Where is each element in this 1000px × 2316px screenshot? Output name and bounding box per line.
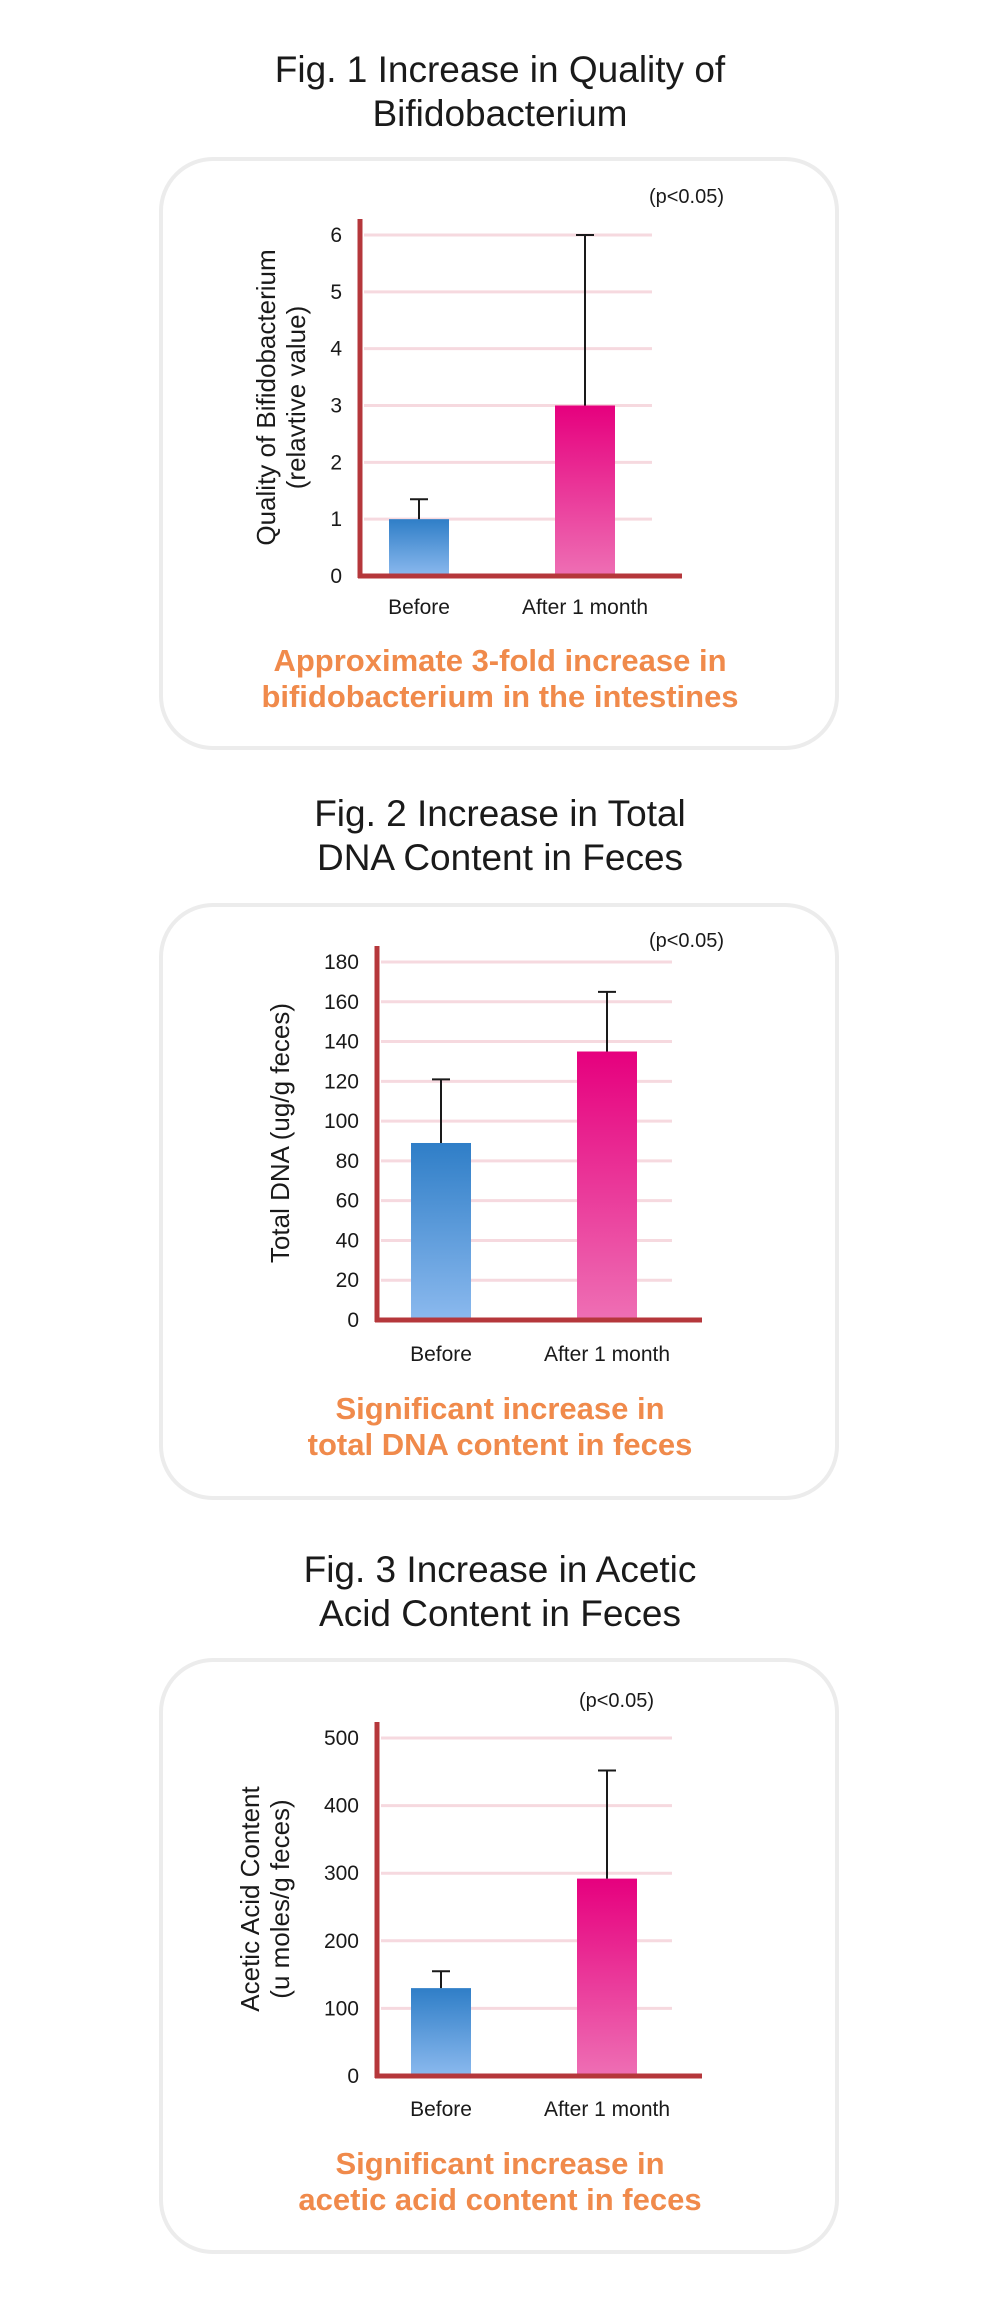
figure-1-title: Fig. 1 Increase in Quality of Bifidobact… — [0, 48, 1000, 136]
figure-2-caption-line-2: total DNA content in feces — [307, 1427, 693, 1462]
y-axis-title: Acetic Acid Content(u moles/g feces) — [235, 1786, 295, 2012]
y-tick-label: 80 — [336, 1150, 359, 1173]
x-category-label: After 1 month — [544, 1343, 670, 1366]
x-category-label: Before — [410, 1343, 472, 1366]
y-tick-label: 160 — [324, 991, 359, 1014]
y-tick-label: 400 — [324, 1795, 359, 1818]
x-category-label: Before — [410, 2098, 472, 2121]
p-value-annotation: (p<0.05) — [579, 1690, 654, 1712]
y-tick-label: 300 — [324, 1862, 359, 1885]
figure-1-chart: 0 1 2 3 4 5 6 Before After 1 month Quality of Bif… — [251, 186, 724, 619]
y-tick-label: 40 — [336, 1229, 359, 1252]
y-tick-label: 20 — [336, 1269, 359, 1292]
figure-1-card — [159, 157, 839, 750]
y-tick-label: 4 — [330, 338, 342, 361]
x-category-label: Before — [388, 596, 450, 619]
y-tick-label: 6 — [330, 224, 342, 247]
figure-2-title-line-2: DNA Content in Feces — [316, 837, 684, 878]
figure-1-caption-line-1: Approximate 3-fold increase in — [273, 643, 727, 678]
p-value-annotation: (p<0.05) — [649, 930, 724, 952]
figure-2-chart: 0 20 40 60 80 100 120 140 160 180 Before After 1 mo… — [265, 930, 724, 1366]
y-tick-label: 3 — [330, 395, 342, 418]
y-tick-label: 180 — [324, 951, 359, 974]
figure-2-title-line-1: Fig. 2 Increase in Total — [314, 793, 686, 834]
figure-3-caption-line-2: acetic acid content in feces — [298, 2182, 702, 2217]
y-tick-label: 5 — [330, 281, 342, 304]
y-tick-label: 500 — [324, 1727, 359, 1750]
figure-3-card — [159, 1658, 839, 2254]
figure-2-title: Fig. 2 Increase in Total DNA Content in … — [0, 792, 1000, 880]
p-value-annotation: (p<0.05) — [649, 186, 724, 208]
bar-before — [411, 1142, 471, 1320]
y-tick-label: 200 — [324, 1930, 359, 1953]
x-category-label: After 1 month — [522, 596, 648, 619]
bar-after-1-month — [577, 1878, 637, 2076]
x-category-label: After 1 month — [544, 2098, 670, 2121]
figure-3-title: Fig. 3 Increase in Acetic Acid Content i… — [0, 1548, 1000, 1636]
figure-3-title-line-2: Acid Content in Feces — [319, 1593, 681, 1634]
y-tick-label: 0 — [347, 2065, 359, 2088]
y-tick-label: 2 — [330, 451, 342, 474]
y-axis-title: Quality of Bifidobacterium(relavtive val… — [251, 249, 311, 545]
figure-1-caption-line-2: bifidobacterium in the intestines — [261, 679, 739, 714]
y-tick-label: 140 — [324, 1031, 359, 1054]
y-tick-label: 0 — [330, 565, 342, 588]
figure-3-caption: Significant increase in acetic acid cont… — [0, 2146, 1000, 2218]
figure-2-caption-line-1: Significant increase in — [335, 1391, 665, 1426]
y-tick-label: 100 — [324, 1997, 359, 2020]
figure-1-caption: Approximate 3-fold increase in bifidobac… — [0, 643, 1000, 715]
y-tick-label: 120 — [324, 1070, 359, 1093]
figure-2-caption: Significant increase in total DNA conten… — [0, 1391, 1000, 1463]
figure-3-chart: 0 100 200 300 400 500 Before After 1 month Aceti… — [235, 1690, 702, 2121]
y-tick-label: 60 — [336, 1190, 359, 1213]
y-axis-title: Total DNA (ug/g feces) — [265, 1003, 295, 1263]
figure-3-title-line-1: Fig. 3 Increase in Acetic — [303, 1549, 697, 1590]
bar-before — [389, 519, 449, 576]
figure-1-title-line-2: Bifidobacterium — [372, 93, 628, 134]
bar-before — [411, 1988, 471, 2076]
figure-1-title-line-1: Fig. 1 Increase in Quality of — [274, 49, 726, 90]
y-tick-label: 100 — [324, 1110, 359, 1133]
bar-after-1-month — [555, 405, 615, 576]
y-tick-label: 0 — [347, 1309, 359, 1332]
bar-after-1-month — [577, 1051, 637, 1320]
figure-3-caption-line-1: Significant increase in — [335, 2146, 665, 2181]
y-tick-label: 1 — [330, 508, 342, 531]
